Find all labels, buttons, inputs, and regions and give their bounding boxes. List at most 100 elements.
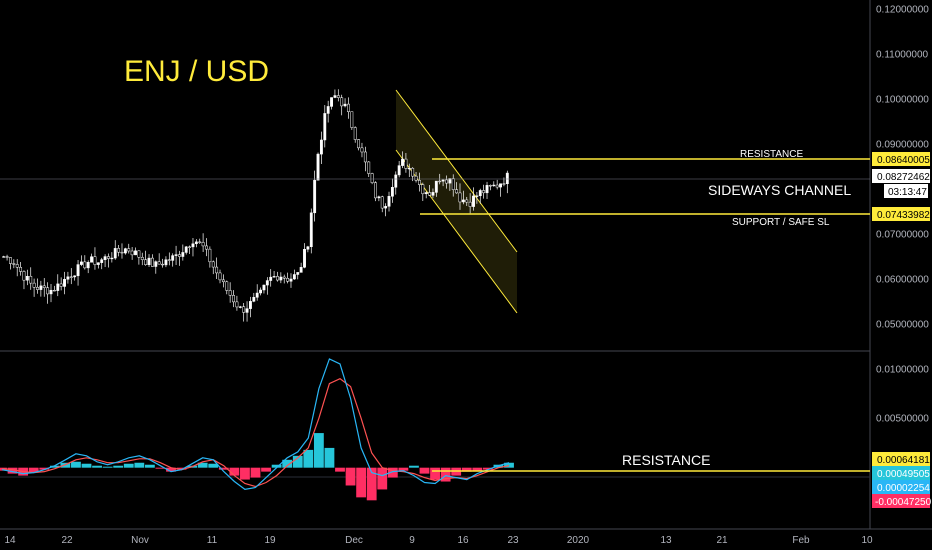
candle-body xyxy=(100,259,104,263)
candle-body xyxy=(458,192,462,203)
time-tick-label: Feb xyxy=(792,535,810,546)
macd-tag-value-3: 0.00002254 xyxy=(877,483,930,494)
candle-body xyxy=(167,259,171,261)
candle-body xyxy=(252,297,256,302)
candle-body xyxy=(380,196,384,209)
candle-body xyxy=(144,259,148,266)
candle-body xyxy=(127,248,131,252)
macd-tick-label: 0.00500000 xyxy=(876,414,929,425)
candle-body xyxy=(110,257,114,260)
candle-body xyxy=(262,284,266,291)
candle-body xyxy=(32,282,36,288)
candle-body xyxy=(134,250,137,256)
price-tick-label: 0.10000000 xyxy=(876,95,929,106)
candle-body xyxy=(303,249,306,268)
candle-body xyxy=(25,276,29,281)
candle-body xyxy=(198,241,202,243)
candle-body xyxy=(73,275,77,278)
last-price: 0.08272462 xyxy=(877,172,930,183)
candle-body xyxy=(421,184,425,195)
histogram-bar xyxy=(81,463,92,468)
histogram-bar xyxy=(482,467,493,470)
histogram-bar xyxy=(356,467,367,498)
candle-body xyxy=(472,195,475,207)
histogram-bar xyxy=(92,465,102,468)
candle-body xyxy=(438,180,442,183)
support-price: 0.07433982 xyxy=(877,210,930,221)
histogram-bar xyxy=(39,467,50,470)
candle-body xyxy=(178,254,181,257)
candle-body xyxy=(49,289,53,295)
candle-body xyxy=(242,306,246,313)
channel-upper-line[interactable] xyxy=(395,89,518,253)
candle-body xyxy=(330,97,333,107)
candle-body xyxy=(404,158,408,169)
time-tick-label: 16 xyxy=(457,535,469,546)
candle-body xyxy=(103,256,107,260)
candle-body xyxy=(140,257,144,260)
candle-body xyxy=(29,276,33,284)
candle-body xyxy=(445,179,448,184)
price-tick-label: 0.12000000 xyxy=(876,5,929,16)
candle-body xyxy=(455,189,459,194)
price-channel[interactable] xyxy=(396,90,517,313)
candle-body xyxy=(107,256,110,259)
candle-body xyxy=(265,280,269,286)
candle-body xyxy=(316,153,320,181)
candle-body xyxy=(370,173,374,183)
time-axis[interactable]: 14 22 Nov 11 19 Dec 9 16 23 2020 13 21 Feb 10 xyxy=(4,535,873,546)
candle-body xyxy=(340,97,344,107)
signal-line[interactable] xyxy=(1,378,510,488)
histogram-bar xyxy=(123,463,134,468)
candle-body xyxy=(492,184,496,187)
time-tick-label: 23 xyxy=(507,535,519,546)
candle-body xyxy=(157,261,161,265)
candle-body xyxy=(248,301,252,309)
resistance-label: RESISTANCE xyxy=(740,149,803,160)
candle-body xyxy=(164,259,168,266)
macd-tag-value-2: 0.00049505 xyxy=(877,469,930,480)
candle-body xyxy=(276,276,279,281)
candle-body xyxy=(350,111,354,128)
candle-body xyxy=(137,250,141,258)
candle-body xyxy=(384,206,388,209)
candle-body xyxy=(296,272,300,275)
chart-title: ENJ / USD xyxy=(124,55,269,88)
candle-body xyxy=(59,283,63,287)
price-axis[interactable]: 0.12000000 0.11000000 0.10000000 0.09000000… xyxy=(876,5,929,331)
time-tick-label: 10 xyxy=(861,535,873,546)
macd-histogram xyxy=(0,433,514,501)
candle-body xyxy=(478,190,482,197)
candle-body xyxy=(120,251,124,254)
histogram-bar xyxy=(155,467,166,469)
candle-body xyxy=(499,183,502,188)
candle-body xyxy=(360,147,364,153)
candle-body xyxy=(431,192,435,196)
candle-body xyxy=(215,266,219,274)
candle-body xyxy=(66,276,70,280)
candle-body xyxy=(336,95,340,98)
candle-body xyxy=(377,196,381,199)
candle-body xyxy=(208,248,212,263)
candle-body xyxy=(323,113,327,141)
candle-body xyxy=(353,127,357,140)
candle-body xyxy=(235,301,239,308)
candle-body xyxy=(390,187,394,197)
histogram-bar xyxy=(398,467,409,471)
macd-axis[interactable]: 0.01000000 0.00500000 xyxy=(876,364,929,424)
time-tick-label: 13 xyxy=(660,535,672,546)
macd-line[interactable] xyxy=(1,358,510,491)
candle-body xyxy=(347,103,350,112)
candle-body xyxy=(36,287,39,290)
candle-body xyxy=(174,254,178,256)
candle-body xyxy=(56,283,60,291)
candle-body xyxy=(367,161,371,174)
histogram-bar xyxy=(176,467,187,470)
candle-body xyxy=(272,276,276,278)
histogram-bar xyxy=(324,447,335,468)
candle-body xyxy=(201,242,205,247)
histogram-bar xyxy=(313,433,324,468)
candle-body xyxy=(428,192,432,196)
histogram-bar xyxy=(166,467,176,472)
